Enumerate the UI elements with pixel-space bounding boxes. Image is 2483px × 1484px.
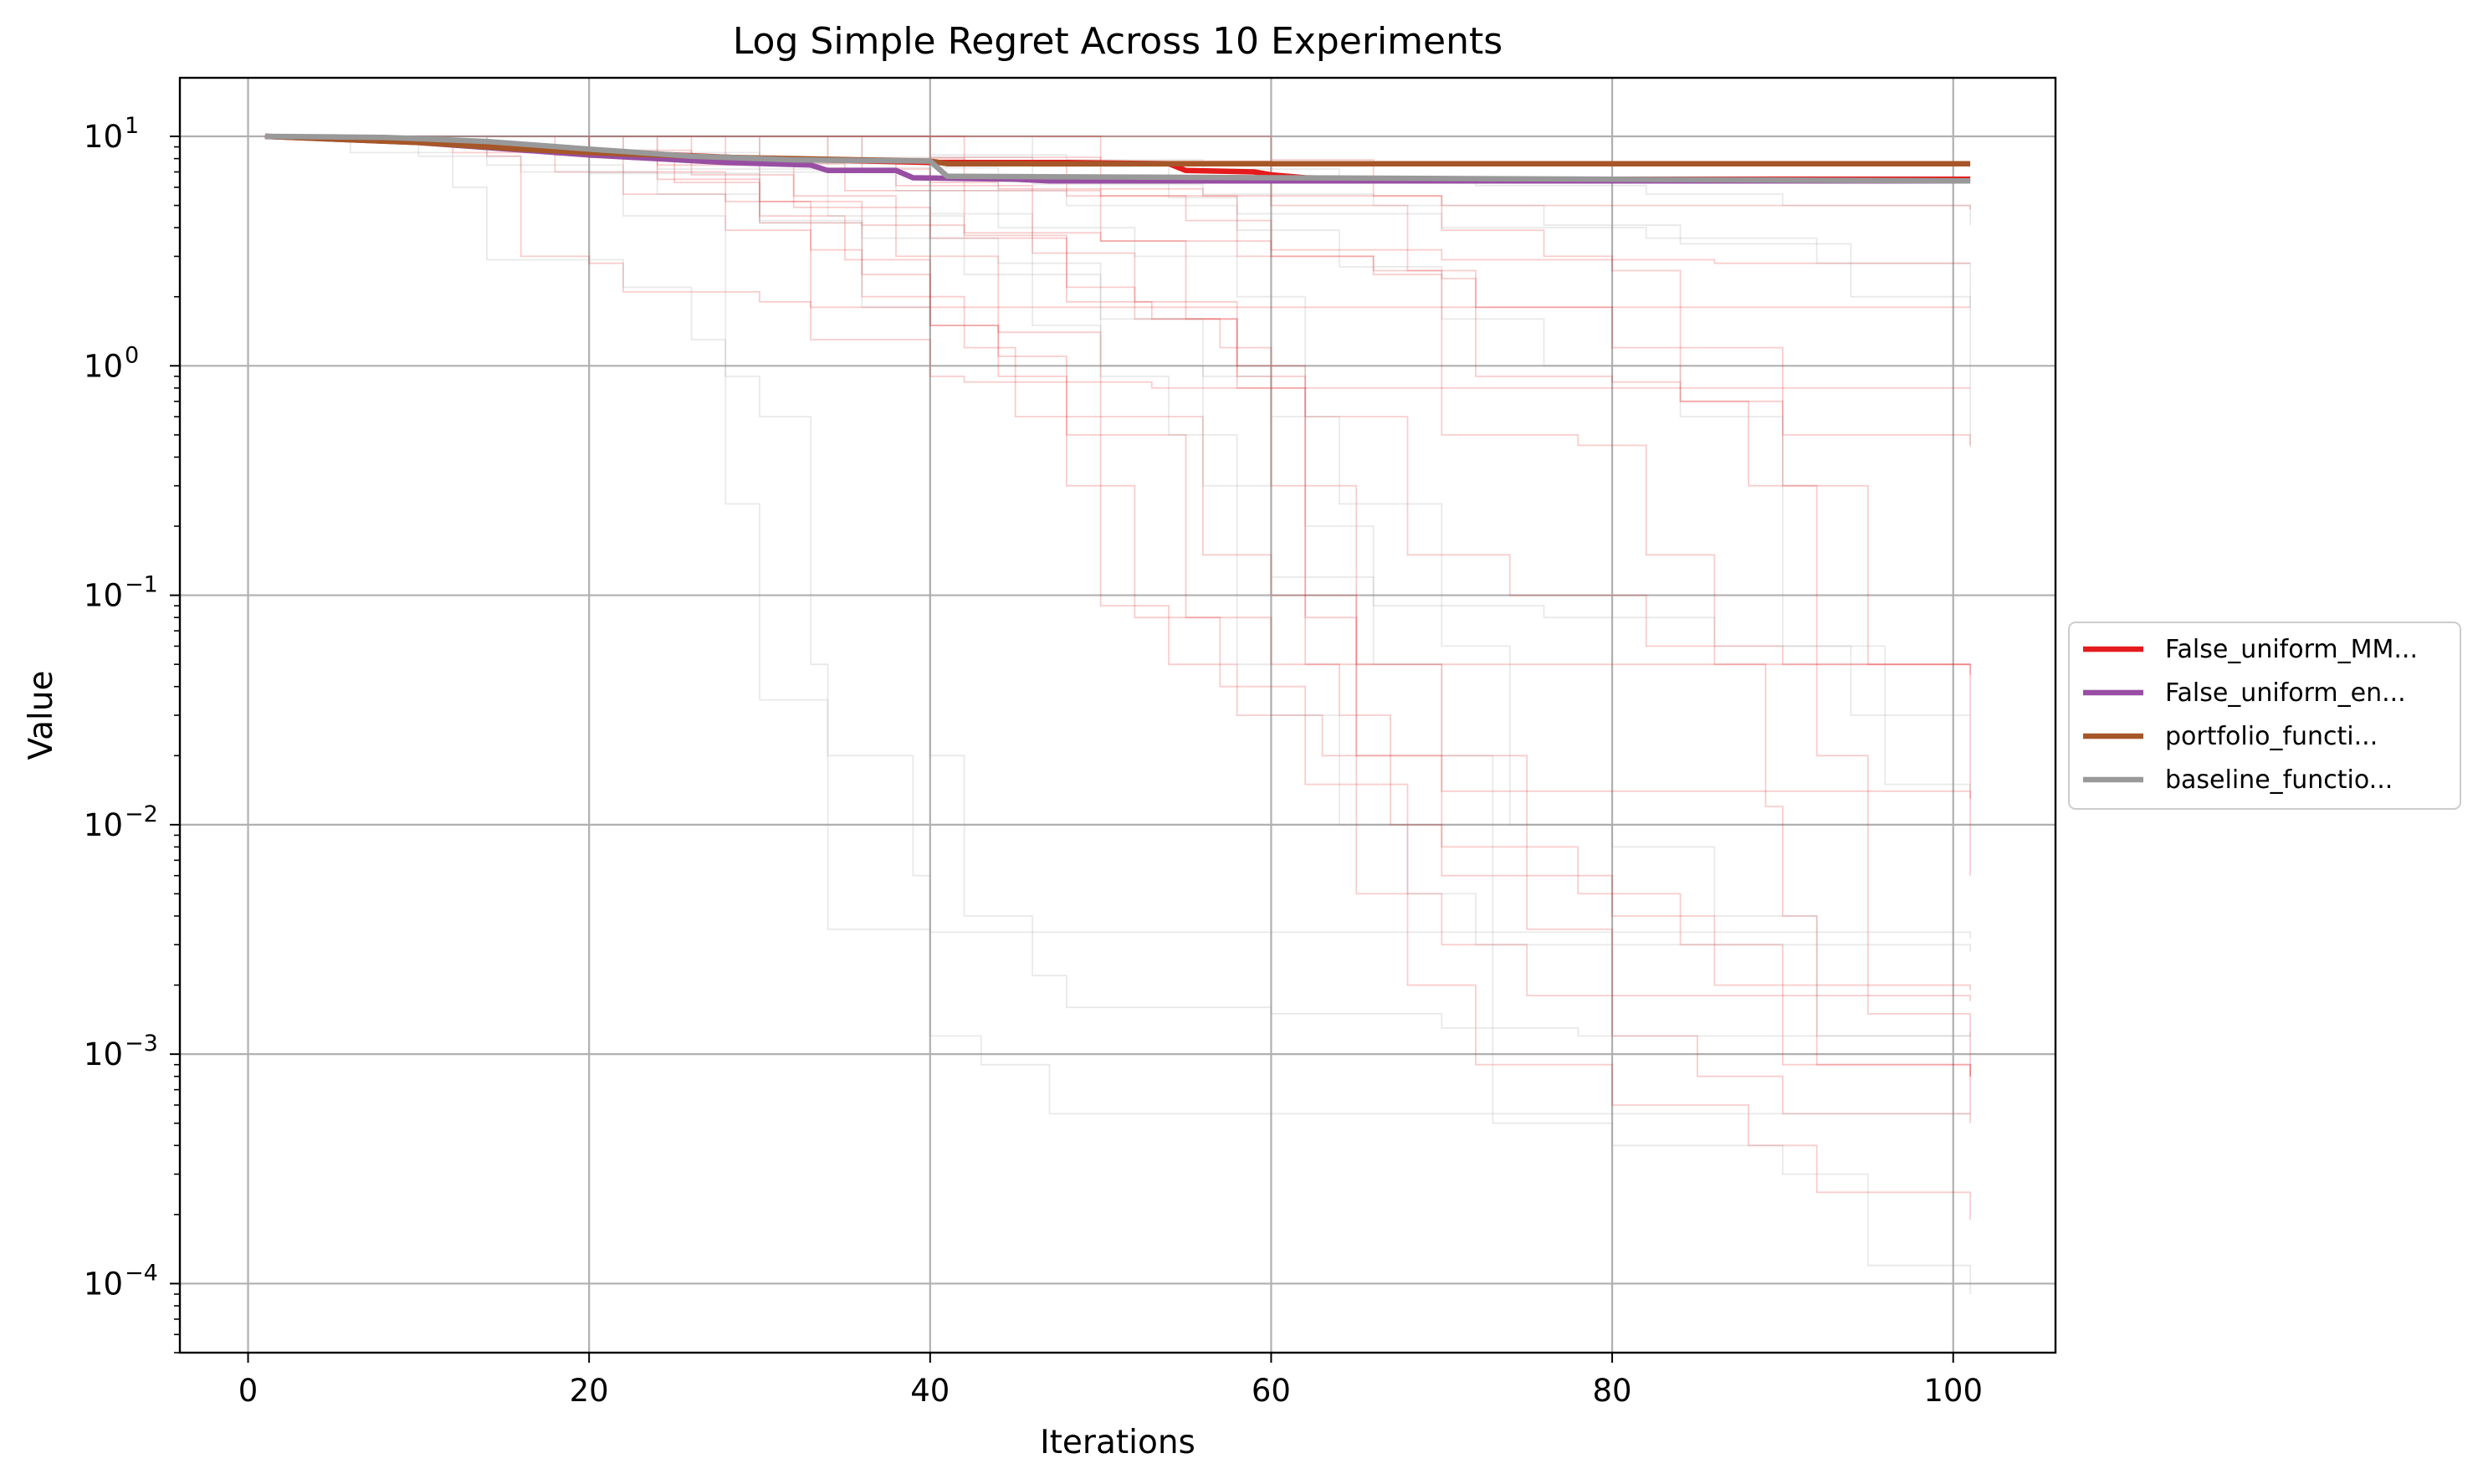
background-runs-layer: [264, 136, 1971, 1294]
legend-label: False_uniform_MM...: [2165, 635, 2418, 664]
experiment-run-line: [264, 136, 1971, 990]
legend: False_uniform_MM... False_uniform_en...po…: [2068, 622, 2461, 810]
experiment-run-line: [264, 136, 1971, 1114]
experiment-run-line: [264, 136, 1971, 716]
x-tick-label: 80: [1593, 1373, 1632, 1409]
chart-title: Log Simple Regret Across 10 Experiments: [733, 20, 1503, 63]
experiment-run-line: [264, 136, 1971, 308]
y-tick-exponent: −2: [125, 801, 158, 827]
experiment-run-line: [264, 136, 1971, 1037]
series-mean-line: [264, 133, 1971, 184]
experiment-run-line: [264, 136, 1971, 666]
y-tick-label: 10: [84, 119, 123, 155]
experiment-run-line: [264, 136, 1971, 939]
experiment-run-line: [264, 136, 1971, 1001]
experiment-run-line: [264, 136, 1971, 1123]
experiment-run-line: [264, 136, 1971, 1077]
x-tick-label: 0: [238, 1373, 259, 1409]
x-tick-label: 20: [570, 1373, 609, 1409]
y-tick-exponent: −3: [125, 1031, 158, 1057]
y-tick-exponent: −4: [125, 1260, 158, 1286]
y-tick-exponent: −1: [125, 572, 158, 598]
experiment-run-line: [264, 136, 1971, 1037]
experiment-run-line: [264, 136, 1971, 876]
experiment-run-line: [264, 136, 1971, 1220]
legend-label: baseline_functio...: [2165, 765, 2393, 795]
y-tick-label: 10: [84, 578, 123, 614]
experiment-run-line: [264, 136, 1971, 1077]
legend-label: False_uniform_en...: [2165, 678, 2406, 708]
experiment-run-line: [264, 136, 1971, 952]
experiment-run-line: [264, 136, 1971, 309]
legend-label: portfolio_functi...: [2165, 722, 2378, 751]
series-layer: [264, 133, 1971, 184]
experiment-run-line: [264, 136, 1971, 448]
y-tick-exponent: 1: [125, 113, 139, 139]
legend-items: False_uniform_MM... False_uniform_en...po…: [2083, 635, 2418, 795]
experiment-run-line: [264, 136, 1971, 1294]
experiment-run-line: [264, 136, 1971, 1115]
x-axis-label: Iterations: [1040, 1424, 1195, 1461]
experiment-run-line: [264, 136, 1971, 799]
x-tick-label: 60: [1252, 1373, 1291, 1409]
y-tick-exponent: 0: [125, 342, 139, 368]
y-tick-label: 10: [84, 348, 123, 384]
y-tick-label: 10: [84, 1036, 123, 1072]
legend-box: [2068, 622, 2461, 810]
y-axis-label: Value: [23, 670, 60, 760]
x-tick-label: 40: [910, 1373, 950, 1409]
grid-layer: [180, 78, 2056, 1353]
experiment-run-line: [264, 136, 1971, 675]
x-tick-label: 100: [1923, 1373, 1983, 1409]
y-tick-label: 10: [84, 1266, 123, 1302]
y-tick-label: 10: [84, 807, 123, 843]
